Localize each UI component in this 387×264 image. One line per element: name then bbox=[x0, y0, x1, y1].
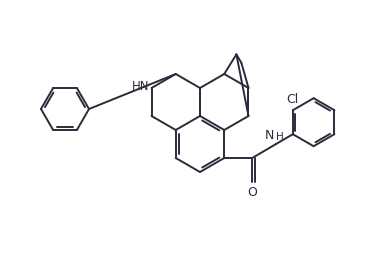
Text: H: H bbox=[276, 132, 284, 142]
Text: O: O bbox=[247, 186, 257, 199]
Text: HN: HN bbox=[132, 79, 149, 92]
Text: Cl: Cl bbox=[287, 93, 299, 106]
Text: N: N bbox=[265, 129, 274, 142]
